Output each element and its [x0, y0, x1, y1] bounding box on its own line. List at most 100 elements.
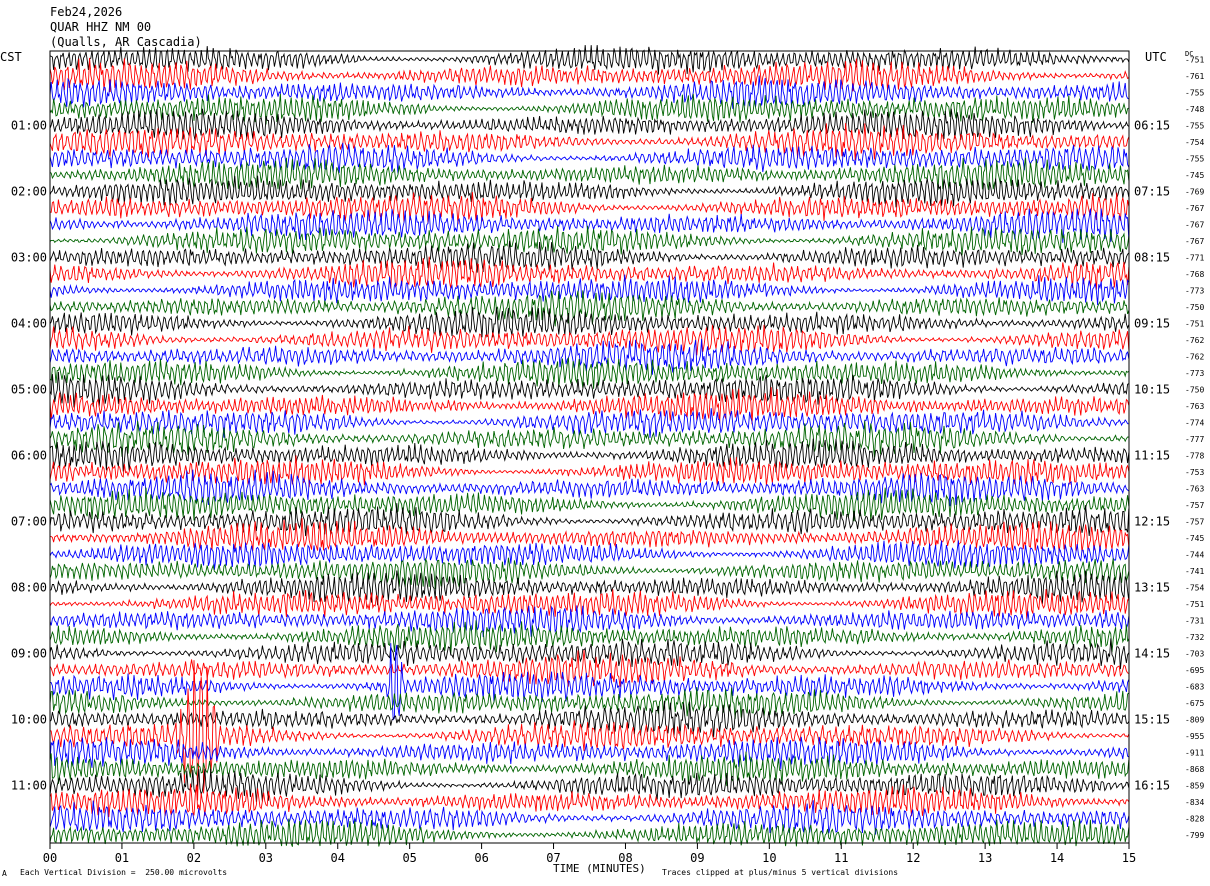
dc-offset-label: -911 — [1185, 748, 1204, 757]
trace-line — [49, 768, 1130, 802]
trace-line — [49, 75, 1130, 109]
dc-offset-label: -767 — [1185, 204, 1204, 213]
left-hour-label: 03:00 — [11, 250, 47, 264]
dc-offset-label: -859 — [1185, 781, 1204, 790]
trace-line — [49, 175, 1130, 208]
left-hour-label: 01:00 — [11, 118, 47, 132]
dc-offset-label: -745 — [1185, 171, 1204, 180]
left-hour-label: 09:00 — [11, 646, 47, 660]
trace-line — [49, 57, 1130, 93]
trace-line — [49, 420, 1129, 458]
left-hour-label: 02:00 — [11, 184, 47, 198]
dc-offset-label: -773 — [1185, 369, 1204, 378]
trace-line — [49, 108, 1130, 141]
right-hour-label: 15:15 — [1134, 712, 1170, 726]
right-hour-label: 06:15 — [1134, 118, 1170, 132]
x-tick-label: 01 — [115, 851, 129, 865]
right-hour-labels: 06:15 07:15 08:15 09:15 10:15 11:15 12:15 13:15… — [1134, 118, 1170, 792]
trace-line — [49, 487, 1130, 522]
trace-line — [49, 800, 1130, 835]
trace-line — [49, 338, 1130, 375]
dc-offset-label: -774 — [1185, 418, 1204, 427]
trace-line — [49, 620, 1130, 655]
dc-offset-label: -751 — [1185, 600, 1204, 609]
dc-offset-label: -741 — [1185, 567, 1204, 576]
trace-line — [49, 818, 1130, 847]
x-tick-label: 13 — [978, 851, 992, 865]
dc-offset-label: -744 — [1185, 550, 1204, 559]
trace-line — [49, 605, 1130, 638]
trace-line — [49, 93, 1129, 125]
trace-line — [49, 589, 1130, 620]
dc-offset-label: -695 — [1185, 666, 1204, 675]
left-hour-labels: 01:00 02:00 03:00 04:00 05:00 06:00 07:00 08:00… — [11, 118, 47, 792]
header-station: QUAR HHZ NM 00 — [50, 20, 152, 34]
trace-line — [49, 686, 1130, 719]
dc-offset-label: -683 — [1185, 682, 1204, 691]
left-hour-label: 04:00 — [11, 316, 47, 330]
plot-frame — [49, 50, 1130, 844]
dc-offset-label: -809 — [1185, 715, 1204, 724]
dc-offset-label: -750 — [1185, 303, 1204, 312]
dc-offset-label: -763 — [1185, 484, 1204, 493]
trace-line — [49, 736, 1130, 770]
dc-offset-label: -769 — [1185, 187, 1204, 196]
right-hour-label: 11:15 — [1134, 448, 1170, 462]
trace-line — [49, 387, 1130, 425]
dc-offset-label: -675 — [1185, 699, 1204, 708]
x-tick-label: 05 — [402, 851, 416, 865]
dc-offset-label: -754 — [1185, 138, 1204, 147]
dc-offset-label: -955 — [1185, 732, 1204, 741]
x-tick-label: 03 — [259, 851, 273, 865]
trace-line — [49, 274, 1130, 306]
left-hour-label: 11:00 — [11, 778, 47, 792]
dc-offset-label: -762 — [1185, 336, 1204, 345]
trace-line — [49, 518, 1130, 553]
dc-offset-label: -767 — [1185, 237, 1204, 246]
trace-line — [49, 324, 1130, 356]
dc-offset-label: -778 — [1185, 451, 1204, 460]
x-tick-label: 12 — [906, 851, 920, 865]
right-hour-label: 07:15 — [1134, 184, 1170, 198]
left-hour-label: 06:00 — [11, 448, 47, 462]
x-tick-label: 08 — [618, 851, 632, 865]
x-tick-label: 11 — [834, 851, 848, 865]
dc-offset-label: -755 — [1185, 88, 1204, 97]
x-tick-label: 06 — [474, 851, 488, 865]
trace-line — [49, 306, 1130, 338]
left-hour-label: 08:00 — [11, 580, 47, 594]
trace-line — [49, 638, 1130, 670]
dc-offset-label: -754 — [1185, 583, 1204, 592]
dc-offset-label: -773 — [1185, 286, 1204, 295]
x-tick-label: 07 — [546, 851, 560, 865]
x-tick-label: 15 — [1122, 851, 1136, 865]
right-hour-label: 12:15 — [1134, 514, 1170, 528]
trace-line — [49, 660, 1130, 801]
trace-line — [49, 191, 1130, 225]
dc-offset-label: -757 — [1185, 517, 1204, 526]
trace-line — [49, 540, 1130, 570]
dc-label: DC — [1185, 50, 1194, 58]
dc-offset-label: -745 — [1185, 534, 1204, 543]
trace-line — [49, 240, 1130, 273]
trace-line — [49, 357, 1130, 389]
trace-line — [49, 557, 1130, 590]
x-tick-label: 10 — [762, 851, 776, 865]
trace-line — [49, 142, 1130, 174]
left-hour-label: 05:00 — [11, 382, 47, 396]
right-axis-label: UTC — [1145, 50, 1167, 64]
dc-offset-label: -767 — [1185, 220, 1204, 229]
corner-mark: A — [2, 869, 7, 878]
dc-offset-label: -750 — [1185, 385, 1204, 394]
left-hour-label: 10:00 — [11, 712, 47, 726]
x-tick-label: 04 — [331, 851, 345, 865]
right-hour-label: 10:15 — [1134, 382, 1170, 396]
dc-offset-label: -771 — [1185, 253, 1204, 262]
dc-offset-label: -868 — [1185, 765, 1204, 774]
trace-line — [49, 371, 1130, 408]
trace-line — [49, 751, 1130, 787]
dc-offset-label: -751 — [1185, 55, 1204, 64]
dc-offset-label: -757 — [1185, 501, 1204, 510]
dc-offset-labels: -751 -761 -755 -748 -755 -754 -755 -745 -769 -767… — [1185, 55, 1204, 840]
x-tick-label: 02 — [187, 851, 201, 865]
